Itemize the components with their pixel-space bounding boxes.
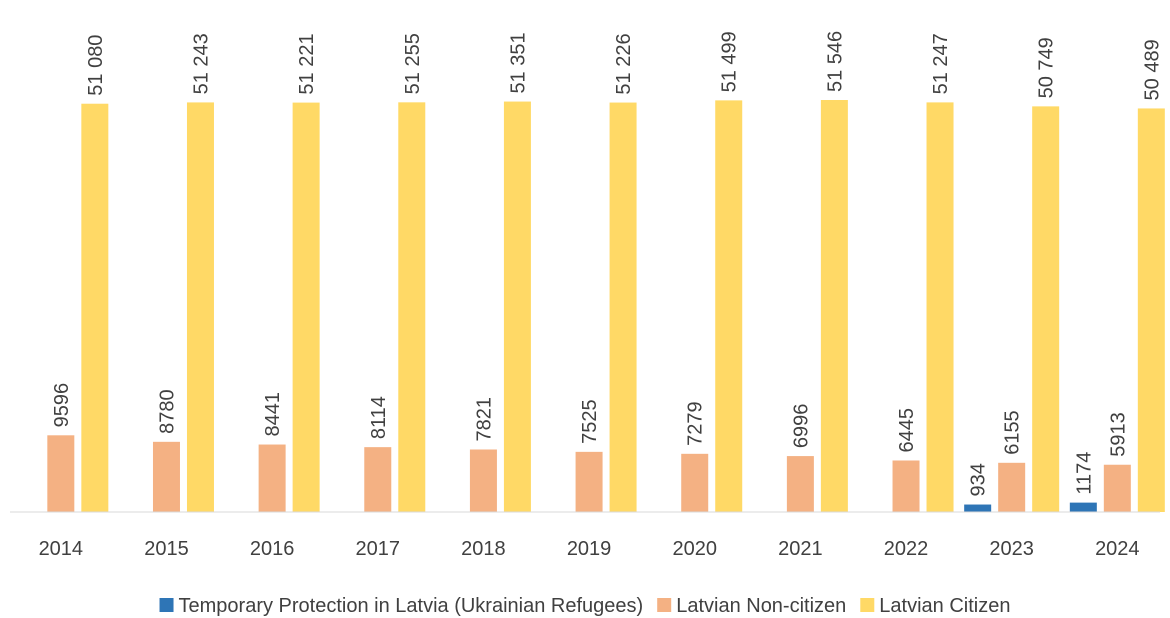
data-label: 5913 bbox=[1107, 412, 1129, 457]
legend-swatch bbox=[860, 598, 875, 612]
legend-swatch bbox=[657, 598, 672, 612]
bar bbox=[1069, 502, 1097, 512]
data-label: 7821 bbox=[473, 397, 495, 442]
data-label: 6445 bbox=[896, 408, 918, 453]
data-label: 934 bbox=[968, 463, 990, 496]
data-label: 8441 bbox=[262, 392, 284, 437]
data-label: 51 351 bbox=[507, 32, 529, 93]
data-label: 7525 bbox=[579, 399, 601, 444]
data-label: 6155 bbox=[1002, 410, 1024, 455]
bar bbox=[1103, 464, 1131, 512]
data-label: 51 226 bbox=[613, 33, 635, 94]
bar bbox=[681, 453, 709, 512]
legend-item: Latvian Citizen bbox=[860, 595, 1010, 617]
bar bbox=[398, 102, 426, 512]
legend-item: Temporary Protection in Latvia (Ukrainia… bbox=[159, 595, 644, 617]
bar bbox=[964, 504, 992, 512]
data-label: 8114 bbox=[368, 396, 390, 439]
data-label: 51 255 bbox=[402, 33, 424, 94]
legend-item: Latvian Non-citizen bbox=[657, 595, 846, 617]
x-tick-label: 2014 bbox=[39, 538, 84, 560]
bar bbox=[81, 103, 109, 512]
bar bbox=[47, 435, 75, 512]
bar bbox=[292, 102, 320, 512]
bar bbox=[186, 102, 214, 512]
x-tick-label: 2024 bbox=[1095, 538, 1140, 560]
data-label: 9596 bbox=[51, 383, 73, 428]
data-label: 51 499 bbox=[719, 31, 741, 92]
data-label: 50 489 bbox=[1141, 39, 1163, 100]
data-label: 1174 bbox=[1073, 452, 1095, 495]
legend-label: Latvian Citizen bbox=[879, 595, 1010, 617]
data-label: 51 221 bbox=[296, 33, 318, 94]
data-label: 7279 bbox=[685, 401, 707, 446]
x-tick-label: 2018 bbox=[461, 538, 506, 560]
x-tick-label: 2021 bbox=[778, 538, 823, 560]
bar bbox=[786, 456, 814, 512]
legend-label: Temporary Protection in Latvia (Ukrainia… bbox=[179, 595, 644, 617]
bar bbox=[575, 451, 603, 512]
legend: Temporary Protection in Latvia (Ukrainia… bbox=[159, 595, 1010, 617]
bar bbox=[926, 102, 954, 512]
data-label: 6996 bbox=[790, 404, 812, 449]
legend-label: Latvian Non-citizen bbox=[676, 595, 846, 617]
data-label: 8780 bbox=[156, 389, 178, 434]
x-tick-label: 2023 bbox=[989, 538, 1034, 560]
data-label: 51 546 bbox=[824, 31, 846, 92]
data-label: 51 243 bbox=[190, 33, 212, 94]
bar bbox=[609, 102, 637, 513]
bar bbox=[1137, 108, 1165, 512]
x-tick-label: 2015 bbox=[144, 538, 189, 560]
data-label: 51 247 bbox=[930, 33, 952, 94]
plot-area: 2014 9596 51 080 2015 8780 51 243 2016 8441 51 2… bbox=[10, 31, 1165, 560]
data-label: 51 080 bbox=[85, 35, 107, 96]
bar bbox=[503, 101, 531, 513]
x-tick-label: 2019 bbox=[567, 538, 612, 560]
bar bbox=[364, 447, 392, 512]
bar bbox=[820, 100, 848, 512]
x-tick-label: 2020 bbox=[672, 538, 717, 560]
bar bbox=[258, 444, 286, 512]
bar bbox=[715, 100, 743, 512]
bar bbox=[998, 462, 1026, 512]
legend-swatch bbox=[159, 598, 174, 612]
bar bbox=[892, 460, 920, 512]
bar bbox=[469, 449, 497, 512]
data-label: 50 749 bbox=[1036, 37, 1058, 98]
x-tick-label: 2017 bbox=[356, 538, 401, 560]
x-tick-label: 2022 bbox=[884, 538, 929, 560]
x-tick-label: 2016 bbox=[250, 538, 295, 560]
bar bbox=[152, 441, 180, 512]
bar bbox=[1032, 106, 1060, 513]
